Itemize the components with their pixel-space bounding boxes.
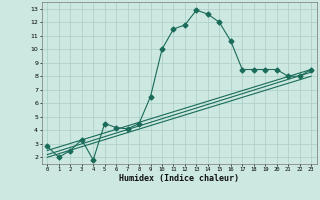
X-axis label: Humidex (Indice chaleur): Humidex (Indice chaleur): [119, 174, 239, 183]
